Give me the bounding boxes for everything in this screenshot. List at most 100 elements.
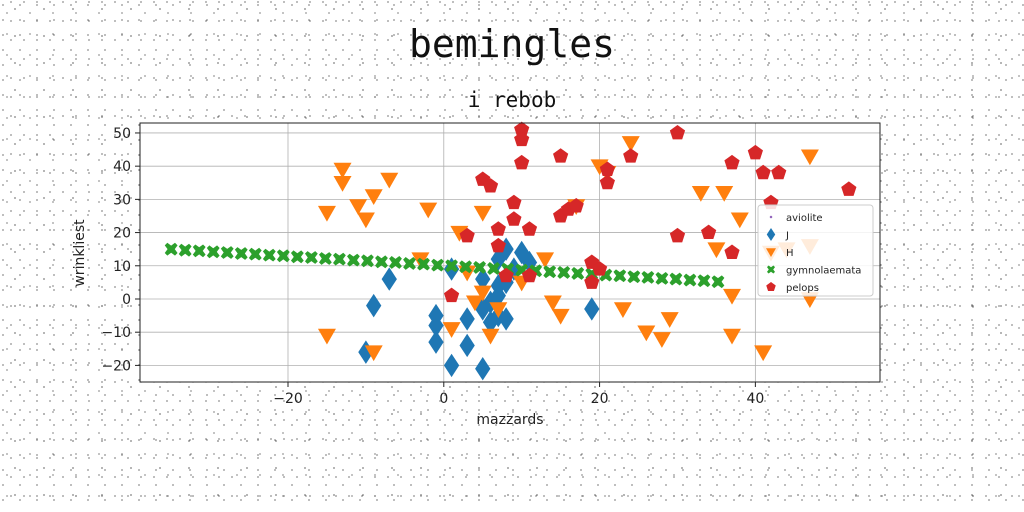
data-point: [431, 258, 444, 272]
data-point: [465, 295, 484, 312]
data-point: [637, 325, 656, 342]
x-tick-label: −20: [273, 391, 303, 407]
data-point: [669, 227, 686, 243]
data-point: [627, 270, 641, 284]
data-point: [691, 185, 710, 202]
data-point: [276, 249, 290, 263]
data-point: [613, 269, 627, 283]
data-point: [557, 266, 571, 279]
data-point: [724, 154, 740, 170]
data-point: [475, 357, 491, 381]
data-point: [711, 275, 725, 289]
data-point: [701, 224, 717, 240]
data-point: [514, 121, 530, 137]
data-point: [318, 252, 332, 265]
series-gymnolaemata: [164, 242, 725, 289]
data-point: [333, 162, 352, 179]
data-point: [669, 124, 686, 140]
x-axis-label: mazzards: [476, 412, 543, 428]
data-point: [841, 181, 857, 196]
data-point: [723, 288, 741, 305]
data-point: [669, 272, 683, 286]
legend-label: H: [786, 248, 794, 259]
data-point: [599, 174, 615, 190]
data-point: [475, 267, 491, 291]
data-point: [459, 333, 475, 358]
data-point: [553, 148, 569, 163]
data-point: [543, 265, 557, 279]
y-axis-label: wrinkliest: [72, 219, 88, 287]
data-point: [755, 164, 771, 180]
data-point: [234, 247, 248, 260]
data-point: [192, 244, 206, 258]
data-point: [543, 295, 562, 312]
data-point: [506, 194, 522, 210]
data-point: [473, 261, 487, 274]
data-point: [613, 302, 632, 318]
data-point: [317, 328, 336, 345]
data-point: [498, 307, 514, 331]
data-point: [771, 164, 787, 180]
legend-marker: [767, 265, 775, 274]
data-point: [621, 136, 640, 152]
data-point: [730, 212, 749, 229]
y-tick-label: −10: [101, 325, 131, 341]
data-point: [442, 322, 461, 338]
data-point: [584, 297, 600, 321]
data-point: [428, 330, 444, 354]
legend-label: aviolite: [786, 213, 823, 224]
data-point: [419, 202, 438, 219]
data-point: [364, 189, 383, 206]
legend-marker: [769, 215, 773, 219]
y-tick-label: 30: [113, 192, 131, 208]
data-point: [521, 267, 538, 283]
data-point: [514, 154, 530, 170]
y-tick-label: 20: [113, 226, 131, 242]
data-point: [697, 274, 711, 288]
chart-title: bemingles: [409, 22, 615, 66]
data-point: [498, 267, 514, 283]
data-point: [683, 273, 697, 287]
data-point: [551, 308, 570, 325]
data-point: [443, 353, 460, 378]
data-point: [707, 242, 726, 259]
data-point: [380, 172, 399, 189]
data-point: [655, 272, 669, 285]
data-point: [754, 345, 773, 362]
data-point: [262, 248, 276, 262]
data-point: [403, 257, 416, 270]
chart-subtitle: i rebob: [467, 88, 557, 112]
data-point: [490, 237, 506, 253]
data-point: [724, 244, 740, 259]
data-point: [506, 211, 522, 226]
data-point: [178, 243, 192, 257]
data-point: [568, 198, 584, 213]
legend-label: pelops: [786, 283, 819, 294]
series-J: [358, 237, 600, 381]
data-point: [715, 185, 734, 202]
plot-frame: [139, 122, 881, 383]
y-tick-label: 10: [113, 259, 131, 275]
data-point: [381, 267, 397, 291]
x-tick-label: 0: [439, 391, 448, 407]
data-point: [584, 274, 600, 289]
y-tick-label: 0: [122, 292, 131, 308]
data-point: [375, 255, 388, 269]
legend-marker: [766, 248, 776, 257]
data-point: [364, 345, 383, 362]
data-point: [164, 242, 178, 256]
data-point: [459, 227, 475, 243]
data-point: [366, 293, 382, 318]
data-point: [571, 267, 585, 280]
data-point: [652, 332, 671, 348]
data-point: [347, 253, 360, 267]
data-point: [473, 285, 492, 302]
data-point: [623, 148, 639, 163]
data-point: [459, 260, 472, 274]
data-point: [482, 178, 499, 193]
data-point: [591, 261, 608, 276]
data-point: [747, 144, 763, 160]
data-point: [514, 131, 530, 147]
data-point: [317, 205, 336, 222]
